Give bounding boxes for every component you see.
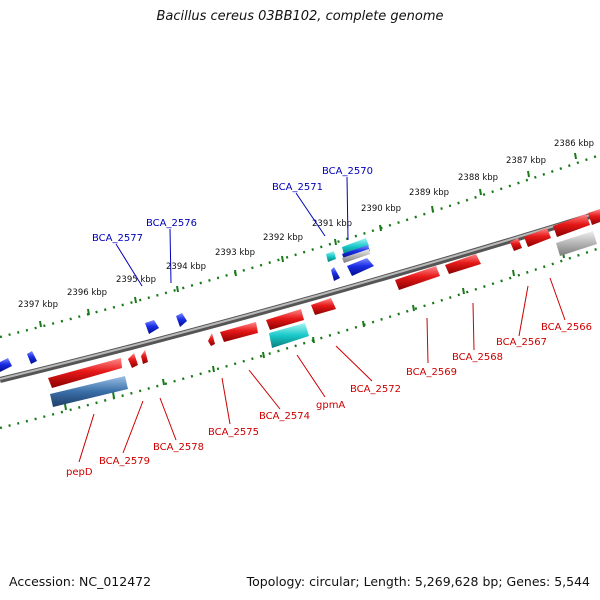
gene-label-bca-2569: BCA_2569 — [406, 367, 457, 378]
gene-label-bca-2574: BCA_2574 — [259, 411, 310, 422]
ruler-label: 2386 kbp — [554, 139, 594, 149]
ruler-label: 2394 kbp — [166, 262, 206, 272]
gene-bar — [326, 251, 336, 262]
ruler-label: 2397 kbp — [18, 300, 58, 310]
ruler-label: 2392 kbp — [263, 233, 303, 243]
leader-line — [426, 317, 429, 364]
leader-line — [115, 243, 143, 287]
reverse-major-ticks — [64, 251, 565, 411]
ruler-label: 2388 kbp — [458, 173, 498, 183]
gene-arrow — [208, 333, 215, 346]
gene-bar — [269, 323, 309, 348]
leader-line — [248, 369, 281, 410]
leader-line — [518, 285, 529, 337]
gene-arrow — [145, 320, 159, 334]
gene-arrow — [48, 358, 122, 388]
gene-label-bca-2571: BCA_2571 — [272, 182, 323, 193]
map-title: Bacillus cereus 03BB102, complete genome — [156, 9, 444, 24]
gene-arrow — [331, 267, 340, 281]
ruler-label: 2391 kbp — [312, 219, 352, 229]
leader-line — [295, 192, 326, 237]
leader-line — [169, 228, 172, 284]
ruler-label: 2395 kbp — [116, 275, 156, 285]
gene-label-pepd: pepD — [66, 467, 93, 478]
gene-bar — [342, 249, 370, 263]
ruler-label: 2396 kbp — [67, 288, 107, 298]
gene-label-bca-2570: BCA_2570 — [322, 166, 373, 177]
gene-label-bca-2578: BCA_2578 — [153, 442, 204, 453]
gene-arrow — [524, 228, 551, 247]
gene-arrow — [176, 313, 187, 327]
topology-text: Topology: circular; Length: 5,269,628 bp… — [246, 574, 590, 589]
gene-label-gpma: gpmA — [316, 400, 345, 411]
gene-arrow — [141, 350, 148, 364]
gene-arrow — [0, 358, 12, 372]
gene-arrow — [445, 254, 481, 274]
leader-line — [159, 397, 177, 441]
gene-arrow — [510, 238, 522, 251]
leader-line — [472, 302, 475, 351]
gene-label-bca-2567: BCA_2567 — [496, 337, 547, 348]
gene-arrow — [347, 258, 374, 276]
gene-bar — [556, 231, 597, 256]
gene-label-bca-2579: BCA_2579 — [99, 456, 150, 467]
gene-bar — [50, 376, 128, 407]
gene-label-bca-2568: BCA_2568 — [452, 352, 503, 363]
gene-label-bca-2572: BCA_2572 — [350, 384, 401, 395]
gene-arrow — [588, 209, 600, 225]
gene-bar — [342, 245, 370, 259]
gene-label-bca-2566: BCA_2566 — [541, 322, 592, 333]
ruler-label: 2393 kbp — [215, 248, 255, 258]
ruler-label: 2387 kbp — [506, 156, 546, 166]
leader-line — [122, 400, 144, 454]
gene-bar — [342, 238, 369, 255]
leader-line — [346, 176, 349, 241]
gene-arrow — [128, 353, 138, 368]
gene-arrow — [395, 266, 440, 290]
gene-arrow — [553, 214, 590, 237]
gene-label-bca-2576: BCA_2576 — [146, 218, 197, 229]
gene-label-bca-2575: BCA_2575 — [208, 427, 259, 438]
gene-arrow — [311, 298, 336, 315]
gene-label-bca-2577: BCA_2577 — [92, 233, 143, 244]
ruler-label: 2390 kbp — [361, 204, 401, 214]
gene-arrow — [266, 309, 304, 330]
leader-line — [335, 345, 373, 382]
accession-text: Accession: NC_012472 — [9, 574, 152, 589]
forward-major-ticks — [39, 152, 577, 328]
gene-arrow — [27, 351, 37, 364]
leader-line — [549, 277, 566, 321]
leader-line — [78, 413, 95, 463]
gene-arrow — [220, 322, 258, 342]
leader-line — [221, 377, 231, 425]
ruler-label: 2389 kbp — [409, 188, 449, 198]
leader-line — [296, 354, 326, 398]
